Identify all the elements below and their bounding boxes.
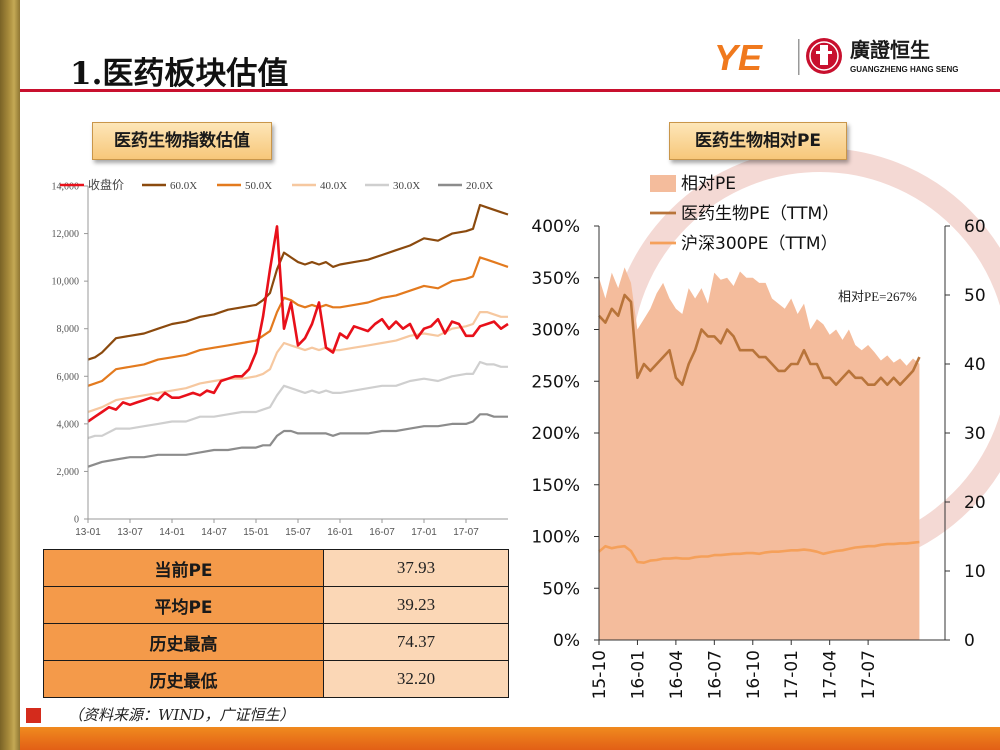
legend-label: 30.0X xyxy=(393,180,420,192)
row-label: 当前PE xyxy=(43,549,324,587)
x-tick-label: 17-07 xyxy=(859,650,879,699)
y-tick-label: 0% xyxy=(553,631,580,651)
relative-pe-chart: 0% 50% 100% 150% 200% 250% 300% 350% 400% 0 10 20 30… xyxy=(531,174,986,699)
x-tick-label: 16-04 xyxy=(667,650,687,699)
x-tick-label: 16-07 xyxy=(369,527,395,538)
y2-tick-label: 0 xyxy=(964,631,975,651)
table-row: 当前PE 37.93 xyxy=(43,549,509,587)
x-tick-label: 14-07 xyxy=(201,527,227,538)
row-value: 37.93 xyxy=(323,549,509,587)
legend-label: 收盘价 xyxy=(88,177,124,192)
x-tick-label: 16-01 xyxy=(628,650,648,699)
y2-tick-label: 30 xyxy=(964,424,986,444)
brand-logo: YE 廣證恒生 GUANGZHENG HANG SENG xyxy=(714,37,958,78)
legend-label: 医药生物PE（TTM） xyxy=(681,204,839,224)
table-row: 平均PE 39.23 xyxy=(43,586,509,624)
page-title: 1.医药板块估值 xyxy=(70,56,289,92)
y-tick-label: 200% xyxy=(531,424,580,444)
x-tick-label: 15-01 xyxy=(243,527,269,538)
brand-name-cn: 廣證恒生 xyxy=(850,38,930,62)
right-panel-label: 医药生物相对PE xyxy=(669,122,847,160)
x-tick-label: 17-07 xyxy=(453,527,479,538)
bottom-decor-bar xyxy=(20,727,1000,750)
y2-tick-label: 10 xyxy=(964,562,986,582)
y-tick-label: 400% xyxy=(531,217,580,237)
y-tick-label: 2,000 xyxy=(57,467,80,478)
y-tick-label: 150% xyxy=(531,476,580,496)
legend-label: 沪深300PE（TTM） xyxy=(681,234,838,254)
x-tick-label: 13-01 xyxy=(75,527,101,538)
y2-tick-label: 20 xyxy=(964,493,986,513)
series-line-收盘价 xyxy=(87,225,509,423)
y2-tick-label: 50 xyxy=(964,286,986,306)
legend-label: 相对PE xyxy=(681,174,736,194)
x-tick-label: 16-10 xyxy=(744,650,764,699)
pe-summary-table: 当前PE 37.93 平均PE 39.23 历史最高 74.37 历史最低 32… xyxy=(43,549,509,698)
series-line-20.0X xyxy=(87,413,508,468)
y-tick-label: 300% xyxy=(531,321,580,341)
row-label: 历史最低 xyxy=(43,660,324,698)
left-panel-label: 医药生物指数估值 xyxy=(92,122,272,160)
x-tick-label: 15-10 xyxy=(590,650,610,699)
legend-label: 50.0X xyxy=(245,180,272,192)
x-tick-label: 17-04 xyxy=(821,650,841,699)
x-tick-label: 14-01 xyxy=(159,527,185,538)
series-area-相对PE xyxy=(599,267,920,640)
y2-tick-label: 40 xyxy=(964,355,986,375)
title-underline xyxy=(20,89,1000,92)
row-value: 74.37 xyxy=(323,623,509,661)
brand-mark-icon: YE xyxy=(714,37,763,78)
x-tick-label: 17-01 xyxy=(782,650,802,699)
table-row: 历史最低 32.20 xyxy=(43,660,509,698)
y-tick-label: 4,000 xyxy=(57,419,80,430)
x-tick-label: 16-01 xyxy=(327,527,353,538)
series-line-医药生物PE（TTM） xyxy=(598,293,921,386)
series-line-沪深300PE（TTM） xyxy=(598,540,920,564)
row-label: 平均PE xyxy=(43,586,324,624)
left-decor-bar xyxy=(0,0,20,750)
brand-name-en: GUANGZHENG HANG SENG xyxy=(850,65,958,74)
bottom-decor-square xyxy=(26,708,41,723)
row-label: 历史最高 xyxy=(43,623,324,661)
y-tick-label: 100% xyxy=(531,528,580,548)
y-tick-label: 12,000 xyxy=(52,229,80,240)
y-tick-label: 50% xyxy=(542,579,580,599)
legend-label: 40.0X xyxy=(320,180,347,192)
y-tick-label: 10,000 xyxy=(52,277,80,288)
y-tick-label: 6,000 xyxy=(57,372,80,383)
x-tick-label: 17-01 xyxy=(411,527,437,538)
y-tick-label: 250% xyxy=(531,372,580,392)
y-tick-label: 0 xyxy=(74,515,79,526)
y2-tick-label: 60 xyxy=(964,217,986,237)
y-tick-label: 350% xyxy=(531,269,580,289)
relative-pe-annotation: 相对PE=267% xyxy=(838,289,917,304)
x-tick-label: 13-07 xyxy=(117,527,143,538)
y-tick-label: 14,000 xyxy=(52,182,80,193)
x-tick-label: 15-07 xyxy=(285,527,311,538)
brand-divider xyxy=(798,39,800,75)
row-value: 32.20 xyxy=(323,660,509,698)
source-note: （资料来源：WIND，广证恒生） xyxy=(68,706,295,724)
row-value: 39.23 xyxy=(323,586,509,624)
y-tick-label: 8,000 xyxy=(57,324,80,335)
series-line-40.0X xyxy=(87,311,508,414)
series-line-60.0X xyxy=(87,203,509,361)
x-tick-label: 16-07 xyxy=(705,650,725,699)
pe-band-chart: 0 2,000 4,000 6,000 8,000 10,000 12,000 14,000 1… xyxy=(52,177,509,538)
legend-swatch xyxy=(650,175,676,192)
table-row: 历史最高 74.37 xyxy=(43,623,509,661)
series-line-30.0X xyxy=(87,360,508,440)
legend-label: 60.0X xyxy=(170,180,197,192)
legend-label: 20.0X xyxy=(466,180,493,192)
series-line-50.0X xyxy=(87,256,509,387)
